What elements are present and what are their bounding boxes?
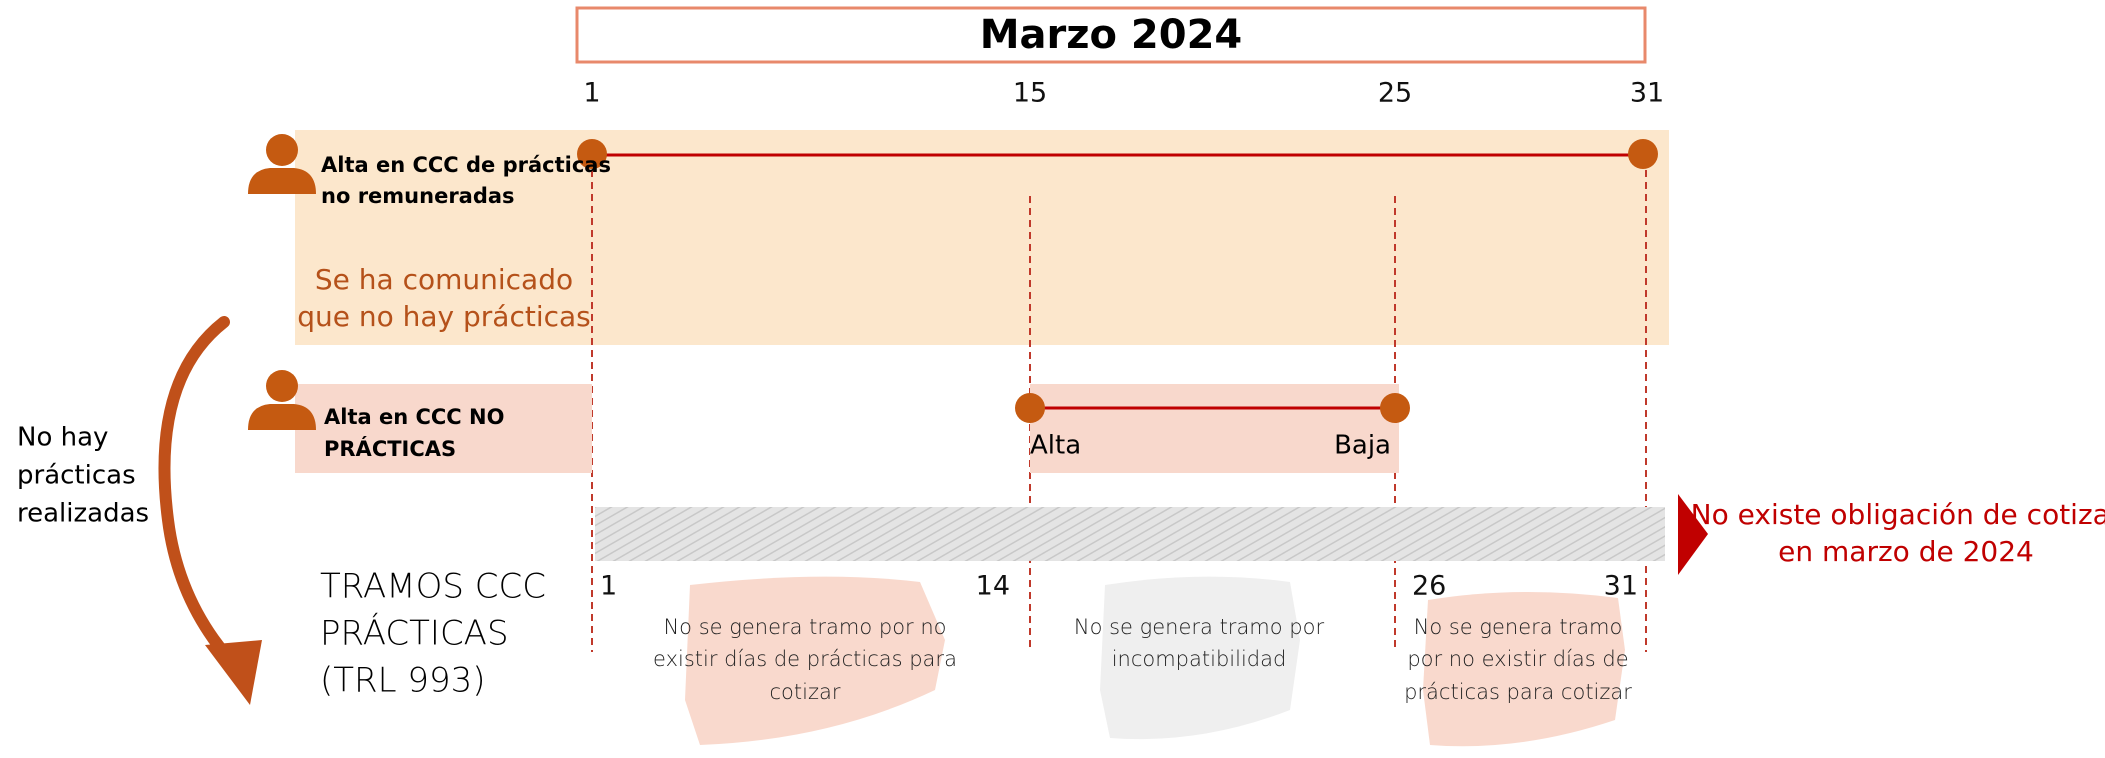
tramo-note: por no existir días de: [1407, 647, 1628, 671]
diagram: Marzo 2024 1 15 25 31 Alta en CCC de prá…: [0, 0, 2105, 758]
day-label: 25: [1378, 78, 1412, 109]
end-label: Baja: [1334, 431, 1391, 461]
tramo-note: prácticas para cotizar: [1404, 680, 1632, 704]
row-note: Se ha comunicado: [315, 263, 573, 296]
conclusion: en marzo de 2024: [1778, 535, 2034, 568]
day-label: 15: [1013, 78, 1047, 109]
tramo-day: 14: [976, 571, 1010, 602]
row-label: PRÁCTICAS: [324, 436, 456, 461]
curved-arrow: [164, 322, 230, 660]
tramos-label: TRAMOS CCC: [320, 567, 546, 607]
empty-band: [595, 507, 1665, 561]
tramos-label: (TRL 993): [320, 661, 486, 701]
tramo-note: cotizar: [770, 680, 841, 704]
day-label: 1: [583, 78, 600, 109]
row-label: Alta en CCC de prácticas: [321, 153, 611, 177]
tramo-day: 1: [600, 571, 617, 602]
side-note: No hay: [17, 423, 108, 453]
row-label: Alta en CCC NO: [324, 405, 504, 429]
tramo-note: No se genera tramo por no: [663, 615, 946, 639]
tramo-note: existir días de prácticas para: [653, 647, 957, 671]
conclusion: No existe obligación de cotizar: [1691, 498, 2105, 531]
row-note: que no hay prácticas: [297, 300, 591, 333]
side-note: realizadas: [17, 499, 149, 529]
tramo-note: No se genera tramo por: [1074, 615, 1325, 639]
side-note: prácticas: [17, 461, 136, 491]
start-label: Alta: [1030, 431, 1081, 461]
point: [1628, 139, 1658, 169]
point: [1380, 393, 1410, 423]
curved-arrow-head: [205, 640, 262, 705]
day-label: 31: [1630, 78, 1664, 109]
tramos-label: PRÁCTICAS: [320, 613, 509, 654]
row-label: no remuneradas: [321, 184, 515, 208]
tramo-day: 26: [1412, 571, 1446, 602]
tramo-note: incompatibilidad: [1112, 647, 1287, 671]
point: [1015, 393, 1045, 423]
title: Marzo 2024: [980, 12, 1243, 58]
tramo-note: No se genera tramo: [1414, 615, 1623, 639]
